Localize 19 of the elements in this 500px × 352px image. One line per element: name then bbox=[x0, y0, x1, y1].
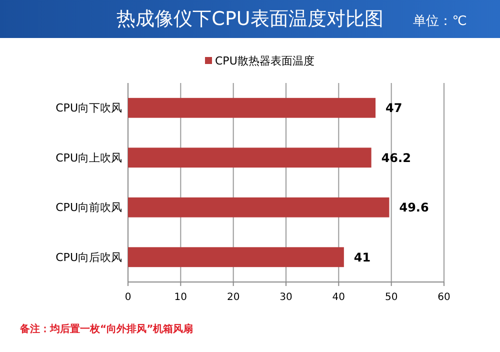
y-tick-label: CPU向前吹风 bbox=[56, 201, 122, 214]
x-tick-label: 40 bbox=[332, 292, 346, 303]
y-tick-label: CPU向后吹风 bbox=[56, 250, 122, 264]
x-tick-label: 50 bbox=[384, 292, 398, 303]
x-tick-label: 10 bbox=[174, 292, 188, 303]
chart-subtitle: 单位：℃ bbox=[413, 14, 467, 29]
y-tick-label: CPU向下吹风 bbox=[56, 102, 122, 115]
data-label: 49.6 bbox=[399, 200, 429, 215]
data-label: 41 bbox=[354, 250, 371, 264]
text: 备注：均后置一枚“向外排风”机箱风扇 bbox=[19, 323, 194, 335]
data-label: 46.2 bbox=[381, 150, 411, 165]
x-tick-label: 30 bbox=[280, 292, 292, 303]
data-label: 47 bbox=[386, 101, 402, 116]
x-tick-label: 60 bbox=[438, 292, 450, 303]
x-tick-label: 0 bbox=[124, 292, 132, 303]
y-tick-label: CPU向上吹风 bbox=[56, 151, 122, 164]
legend-label: CPU散热器表面温度 bbox=[215, 54, 314, 68]
x-tick-label: 20 bbox=[226, 292, 240, 303]
chart-title: 热成像仪下CPU表面温度对比图 bbox=[116, 8, 384, 30]
